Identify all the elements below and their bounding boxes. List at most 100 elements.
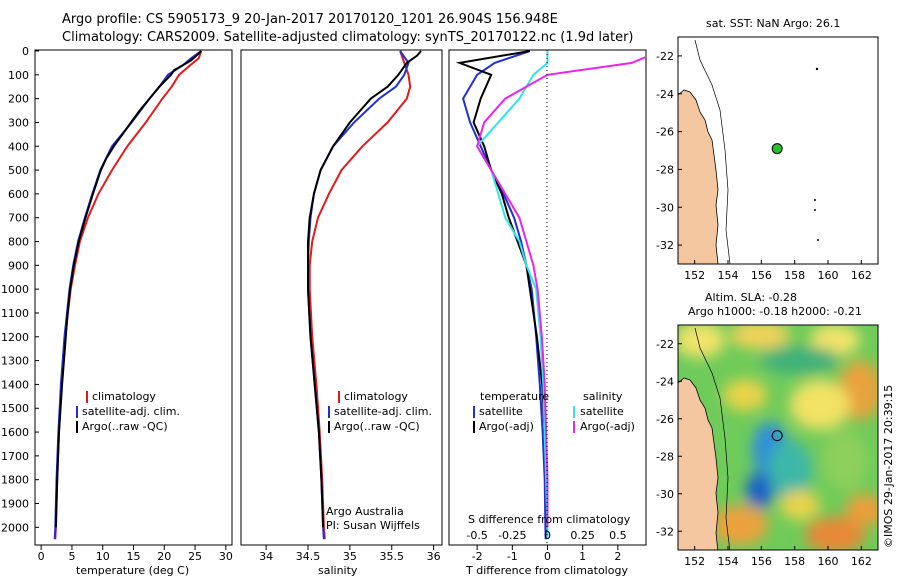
series-line-2-1 (455, 50, 549, 528)
map-x-tick-label-1-0: 152 (684, 555, 705, 568)
depth-tick-label-9: 900 (8, 259, 29, 272)
x-label-s-difference: S difference from climatology (468, 513, 631, 526)
legend1-satellite-label: satellite-adj. clim. (82, 405, 180, 418)
isobath-line-1 (694, 39, 731, 264)
depth-tick-label-0: 0 (22, 45, 29, 58)
series-line-2-0 (462, 50, 547, 540)
x-label-t-difference: T difference from climatology (466, 564, 628, 577)
legend2-argo-label: Argo(..raw -QC) (334, 420, 420, 433)
x-tick-top-label-1: -0.25 (498, 529, 526, 542)
legend2-climatology-label: climatology (344, 390, 408, 403)
depth-tick-label-4: 400 (8, 140, 29, 153)
depth-tick-labels: 0 100 200 300 400 500 600 700 800 900 1000 1100 1200… (1, 45, 39, 534)
depth-tick-label-10: 1000 (1, 283, 29, 296)
depth-tick-label-17: 1700 (1, 450, 29, 463)
x-tick-label-1-3: 35.5 (380, 550, 405, 563)
x-tick-label-0-4: 20 (157, 550, 171, 563)
series-line-2-2 (475, 51, 549, 540)
sst-map: 152 154 156 158 160 162 -22 -24 -26 -28 -30 -32 (656, 36, 879, 282)
x-tick-label-0-6: 30 (219, 550, 233, 563)
legend-difference (473, 406, 575, 433)
depth-tick-label-15: 1500 (1, 402, 29, 415)
map-x-tick-label-0-2: 156 (751, 269, 772, 282)
x-tick-top-label-3: 0.25 (570, 529, 595, 542)
x-tick-label-0-2: 10 (96, 550, 110, 563)
map-x-tick-label-1-2: 156 (751, 555, 772, 568)
series-line-0-0 (54, 50, 203, 540)
depth-tick-label-16: 1600 (1, 426, 29, 439)
series-line-1-1 (307, 50, 410, 540)
depth-tick-label-11: 1100 (1, 307, 29, 320)
timestamp-stamp: ©IMOS 29-Jan-2017 20:39:15 (882, 384, 895, 548)
x-tick-label-0-5: 25 (188, 550, 202, 563)
australia-land-1 (678, 89, 719, 264)
map2-title-line2: Argo h1000: -0.18 h2000: -0.21 (688, 305, 862, 318)
x-tick-label-2-1: -1 (507, 550, 518, 563)
map-y-tick-label-1-2: -26 (656, 413, 674, 426)
credit-line1: Argo Australia (326, 505, 404, 518)
map-y-tick-label-1-0: -22 (656, 338, 674, 351)
temperature-panel-frame (34, 49, 233, 546)
x-tick-label-1-0: 34 (259, 550, 273, 563)
map-x-tick-label-0-1: 154 (718, 269, 739, 282)
map-y-tick-label-0-0: -22 (656, 50, 674, 63)
x-tick-label-1-1: 34.5 (296, 550, 321, 563)
depth-tick-label-19: 1900 (1, 498, 29, 511)
australia-land-2 (678, 377, 719, 550)
legend3-argo-t-label: Argo(-adj) (479, 420, 534, 433)
legend2-satellite-label: satellite-adj. clim. (334, 405, 432, 418)
argo-location-marker-1 (771, 430, 783, 442)
depth-tick-label-13: 1300 (1, 355, 29, 368)
map-y-tick-label-0-4: -30 (656, 201, 674, 214)
sla-map-frame (677, 324, 879, 551)
depth-tick-label-20: 2000 (1, 521, 29, 534)
x-tick-label-0-0: 0 (38, 550, 45, 563)
legend1-climatology-label: climatology (92, 390, 156, 403)
map-y-tick-label-0-3: -28 (656, 163, 674, 176)
legend3-salinity-title: salinity (583, 390, 623, 403)
depth-tick-label-5: 500 (8, 164, 29, 177)
x-tick-label-0-3: 15 (127, 550, 141, 563)
credit-line2: PI: Susan Wijffels (326, 519, 420, 532)
x-tick-label-2-4: 2 (614, 550, 621, 563)
legend3-argo-s-label: Argo(-adj) (580, 420, 635, 433)
depth-tick-label-7: 700 (8, 212, 29, 225)
depth-tick-label-1: 100 (8, 69, 29, 82)
series-line-2-3 (476, 55, 646, 528)
map-y-tick-label-1-3: -28 (656, 450, 674, 463)
sla-map: 152 154 156 158 160 162 -22 -24 -26 -28 -30 -32 (656, 324, 879, 568)
argo-location-marker-0 (771, 143, 783, 155)
series-line-0-1 (53, 50, 202, 540)
figure-title-line2: Climatology: CARS2009. Satellite-adjuste… (62, 30, 634, 45)
x-label-temperature: temperature (deg C) (76, 564, 190, 577)
legend3-satellite-s-label: satellite (580, 405, 624, 418)
map-y-tick-label-0-2: -26 (656, 126, 674, 139)
x-tick-top-label-2: 0 (544, 529, 551, 542)
map-y-tick-label-1-5: -32 (656, 525, 674, 538)
map-y-tick-label-1-4: -30 (656, 488, 674, 501)
map-y-tick-label-0-1: -24 (656, 88, 674, 101)
sst-map-frame (677, 36, 879, 265)
depth-tick-label-14: 1400 (1, 378, 29, 391)
isobath-line-2 (694, 327, 731, 550)
map-x-tick-label-0-4: 160 (818, 269, 839, 282)
depth-tick-label-18: 1800 (1, 474, 29, 487)
map-x-tick-label-0-3: 158 (784, 269, 805, 282)
map-y-tick-label-0-5: -32 (656, 239, 674, 252)
x-tick-label-2-0: -2 (472, 550, 483, 563)
x-tick-label-1-4: 36 (427, 550, 441, 563)
legend3-temperature-title: temperature (480, 390, 550, 403)
figure-title-line1: Argo profile: CS 5905173_9 20-Jan-2017 2… (62, 12, 558, 27)
legend1-argo-label: Argo(..raw -QC) (82, 420, 168, 433)
depth-tick-label-2: 200 (8, 93, 29, 106)
x-tick-label-1-2: 35 (343, 550, 357, 563)
x-label-salinity: salinity (318, 564, 358, 577)
map-x-tick-label-1-1: 154 (718, 555, 739, 568)
map1-title: sat. SST: NaN Argo: 26.1 (706, 17, 841, 30)
series-line-1-2 (307, 50, 422, 528)
series-line-1-0 (308, 50, 412, 540)
map-x-tick-label-1-5: 162 (851, 555, 872, 568)
depth-tick-label-6: 600 (8, 188, 29, 201)
x-tick-top-label-4: 0.5 (609, 529, 627, 542)
